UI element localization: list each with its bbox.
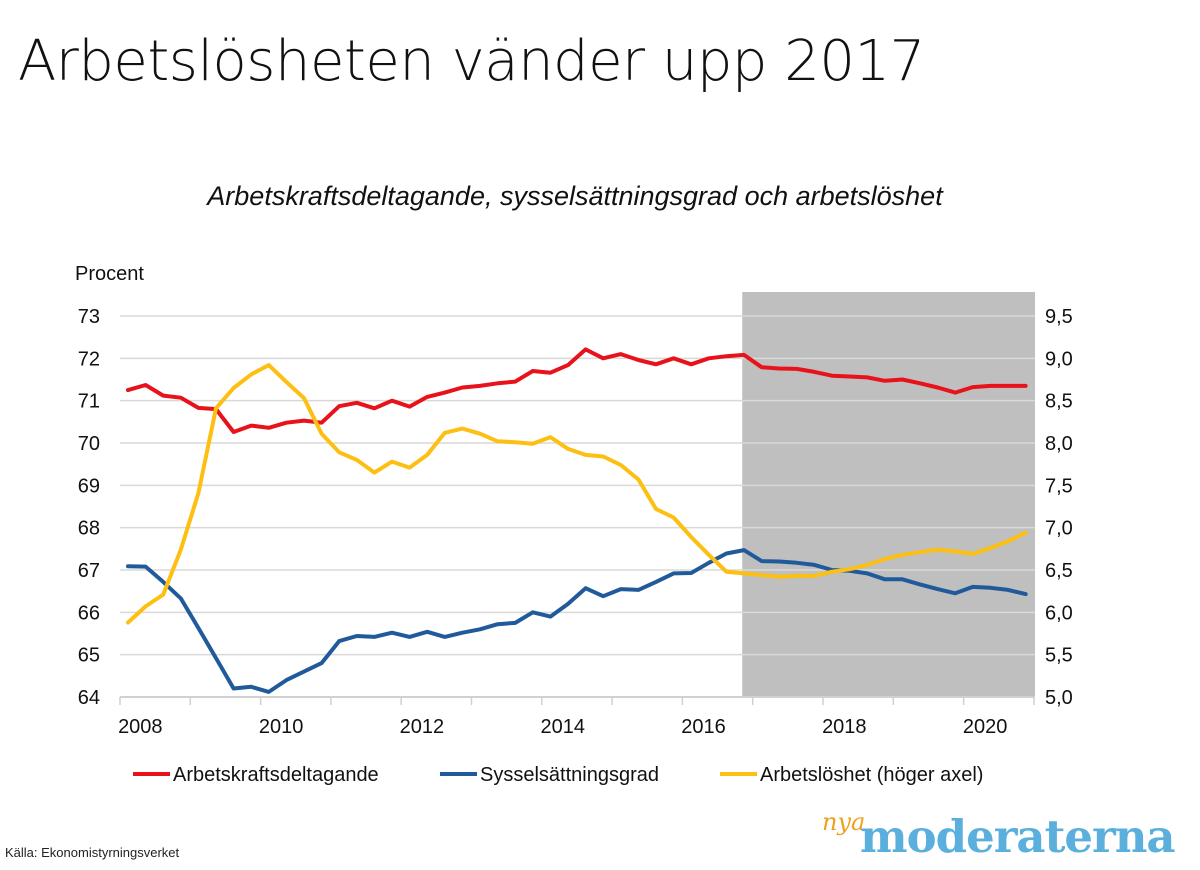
y-left-tick-label: 72 [78,348,100,370]
y-right-tick-label: 8,0 [1045,433,1073,455]
logo-main-text: moderaterna [860,810,1175,863]
y-axis-label: Procent [75,263,144,285]
legend-label: Arbetskraftsdeltagande [173,764,379,786]
x-tick-label: 2016 [681,716,726,738]
x-tick-label: 2008 [118,716,163,738]
logo-small-text: nya [822,808,865,836]
legend-label: Arbetslöshet (höger axel) [760,764,983,786]
moderaterna-logo: nya moderaterna [822,808,1176,863]
y-right-tick-label: 5,5 [1045,645,1073,667]
y-left-tick-label: 66 [78,602,100,624]
series-line-1 [126,347,1028,434]
y-right-tick-label: 9,0 [1045,348,1073,370]
x-tick-label: 2012 [400,716,445,738]
series-line-2 [126,548,1028,694]
series-line-3 [126,363,1028,625]
y-right-tick-label: 6,0 [1045,602,1073,624]
y-left-tick-label: 70 [78,433,100,455]
legend-label: Sysselsättningsgrad [480,764,659,786]
y-right-tick-label: 6,5 [1045,560,1073,582]
slide-title: Arbetslösheten vänder upp 2017 [18,29,925,94]
y-left-tick-label: 64 [78,687,100,709]
forecast-shading [742,292,1035,697]
plot-area: 64 65 66 67 68 69 70 71 72 73 5,0 5,5 6,0 6,5 7,0 7,5 8,… [78,292,1073,738]
chart-title: Arbetskraftsdeltagande, sysselsättningsg… [205,181,944,211]
y-left-tick-label: 68 [78,518,100,540]
y-left-tick-label: 65 [78,645,100,667]
y-right-tick-label: 7,5 [1045,475,1073,497]
x-tick-label: 2020 [963,716,1008,738]
x-tick-label: 2010 [259,716,304,738]
y-left-tick-label: 73 [78,306,100,328]
x-tick-label: 2014 [540,716,585,738]
y-right-tick-label: 5,0 [1045,687,1073,709]
y-left-tick-label: 71 [78,391,100,413]
x-tick-label: 2018 [822,716,867,738]
legend: Arbetskraftsdeltagande Sysselsättningsgra… [133,764,983,786]
y-right-tick-label: 8,5 [1045,391,1073,413]
y-right-tick-label: 7,0 [1045,518,1073,540]
y-right-tick-label: 9,5 [1045,306,1073,328]
source-note: Källa: Ekonomistyrningsverket [5,845,180,860]
y-left-tick-label: 69 [78,475,100,497]
y-left-tick-label: 67 [78,560,100,582]
